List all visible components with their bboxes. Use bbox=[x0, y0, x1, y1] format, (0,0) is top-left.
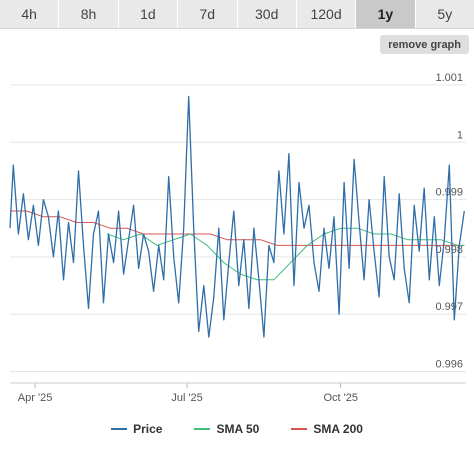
y-tick-label: 0.999 bbox=[435, 187, 463, 199]
tab-5y[interactable]: 5y bbox=[415, 0, 474, 28]
y-tick-label: 1 bbox=[457, 129, 463, 141]
y-tick-label: 0.997 bbox=[435, 301, 463, 313]
tab-120d[interactable]: 120d bbox=[296, 0, 357, 28]
legend-item-sma50[interactable]: SMA 50 bbox=[194, 420, 259, 438]
legend-label-price: Price bbox=[133, 422, 163, 436]
x-tick-label: Oct '25 bbox=[323, 392, 358, 404]
timeframe-tabs: 4h 8h 1d 7d 30d 120d 1y 5y bbox=[0, 0, 474, 29]
legend-item-price[interactable]: Price bbox=[111, 420, 162, 438]
remove-graph-button[interactable]: remove graph bbox=[380, 35, 469, 54]
tab-7d[interactable]: 7d bbox=[178, 0, 238, 28]
chart-legend: Price SMA 50 SMA 200 bbox=[0, 420, 474, 438]
legend-item-sma200[interactable]: SMA 200 bbox=[291, 420, 363, 438]
legend-swatch-price bbox=[111, 428, 128, 430]
series-line-price bbox=[9, 95, 465, 338]
legend-swatch-sma50 bbox=[194, 428, 211, 430]
x-tick-label: Jul '25 bbox=[171, 392, 202, 404]
legend-swatch-sma200 bbox=[291, 428, 308, 430]
x-tick-label: Apr '25 bbox=[18, 392, 53, 404]
legend-label-sma200: SMA 200 bbox=[313, 422, 363, 436]
y-tick-label: 1.001 bbox=[435, 72, 463, 84]
legend-label-sma50: SMA 50 bbox=[216, 422, 260, 436]
tab-1y[interactable]: 1y bbox=[356, 0, 416, 28]
tab-1d[interactable]: 1d bbox=[118, 0, 179, 28]
tab-8h[interactable]: 8h bbox=[59, 0, 119, 28]
y-tick-label: 0.996 bbox=[435, 359, 463, 371]
tab-4h[interactable]: 4h bbox=[0, 0, 60, 28]
tab-30d[interactable]: 30d bbox=[237, 0, 297, 28]
